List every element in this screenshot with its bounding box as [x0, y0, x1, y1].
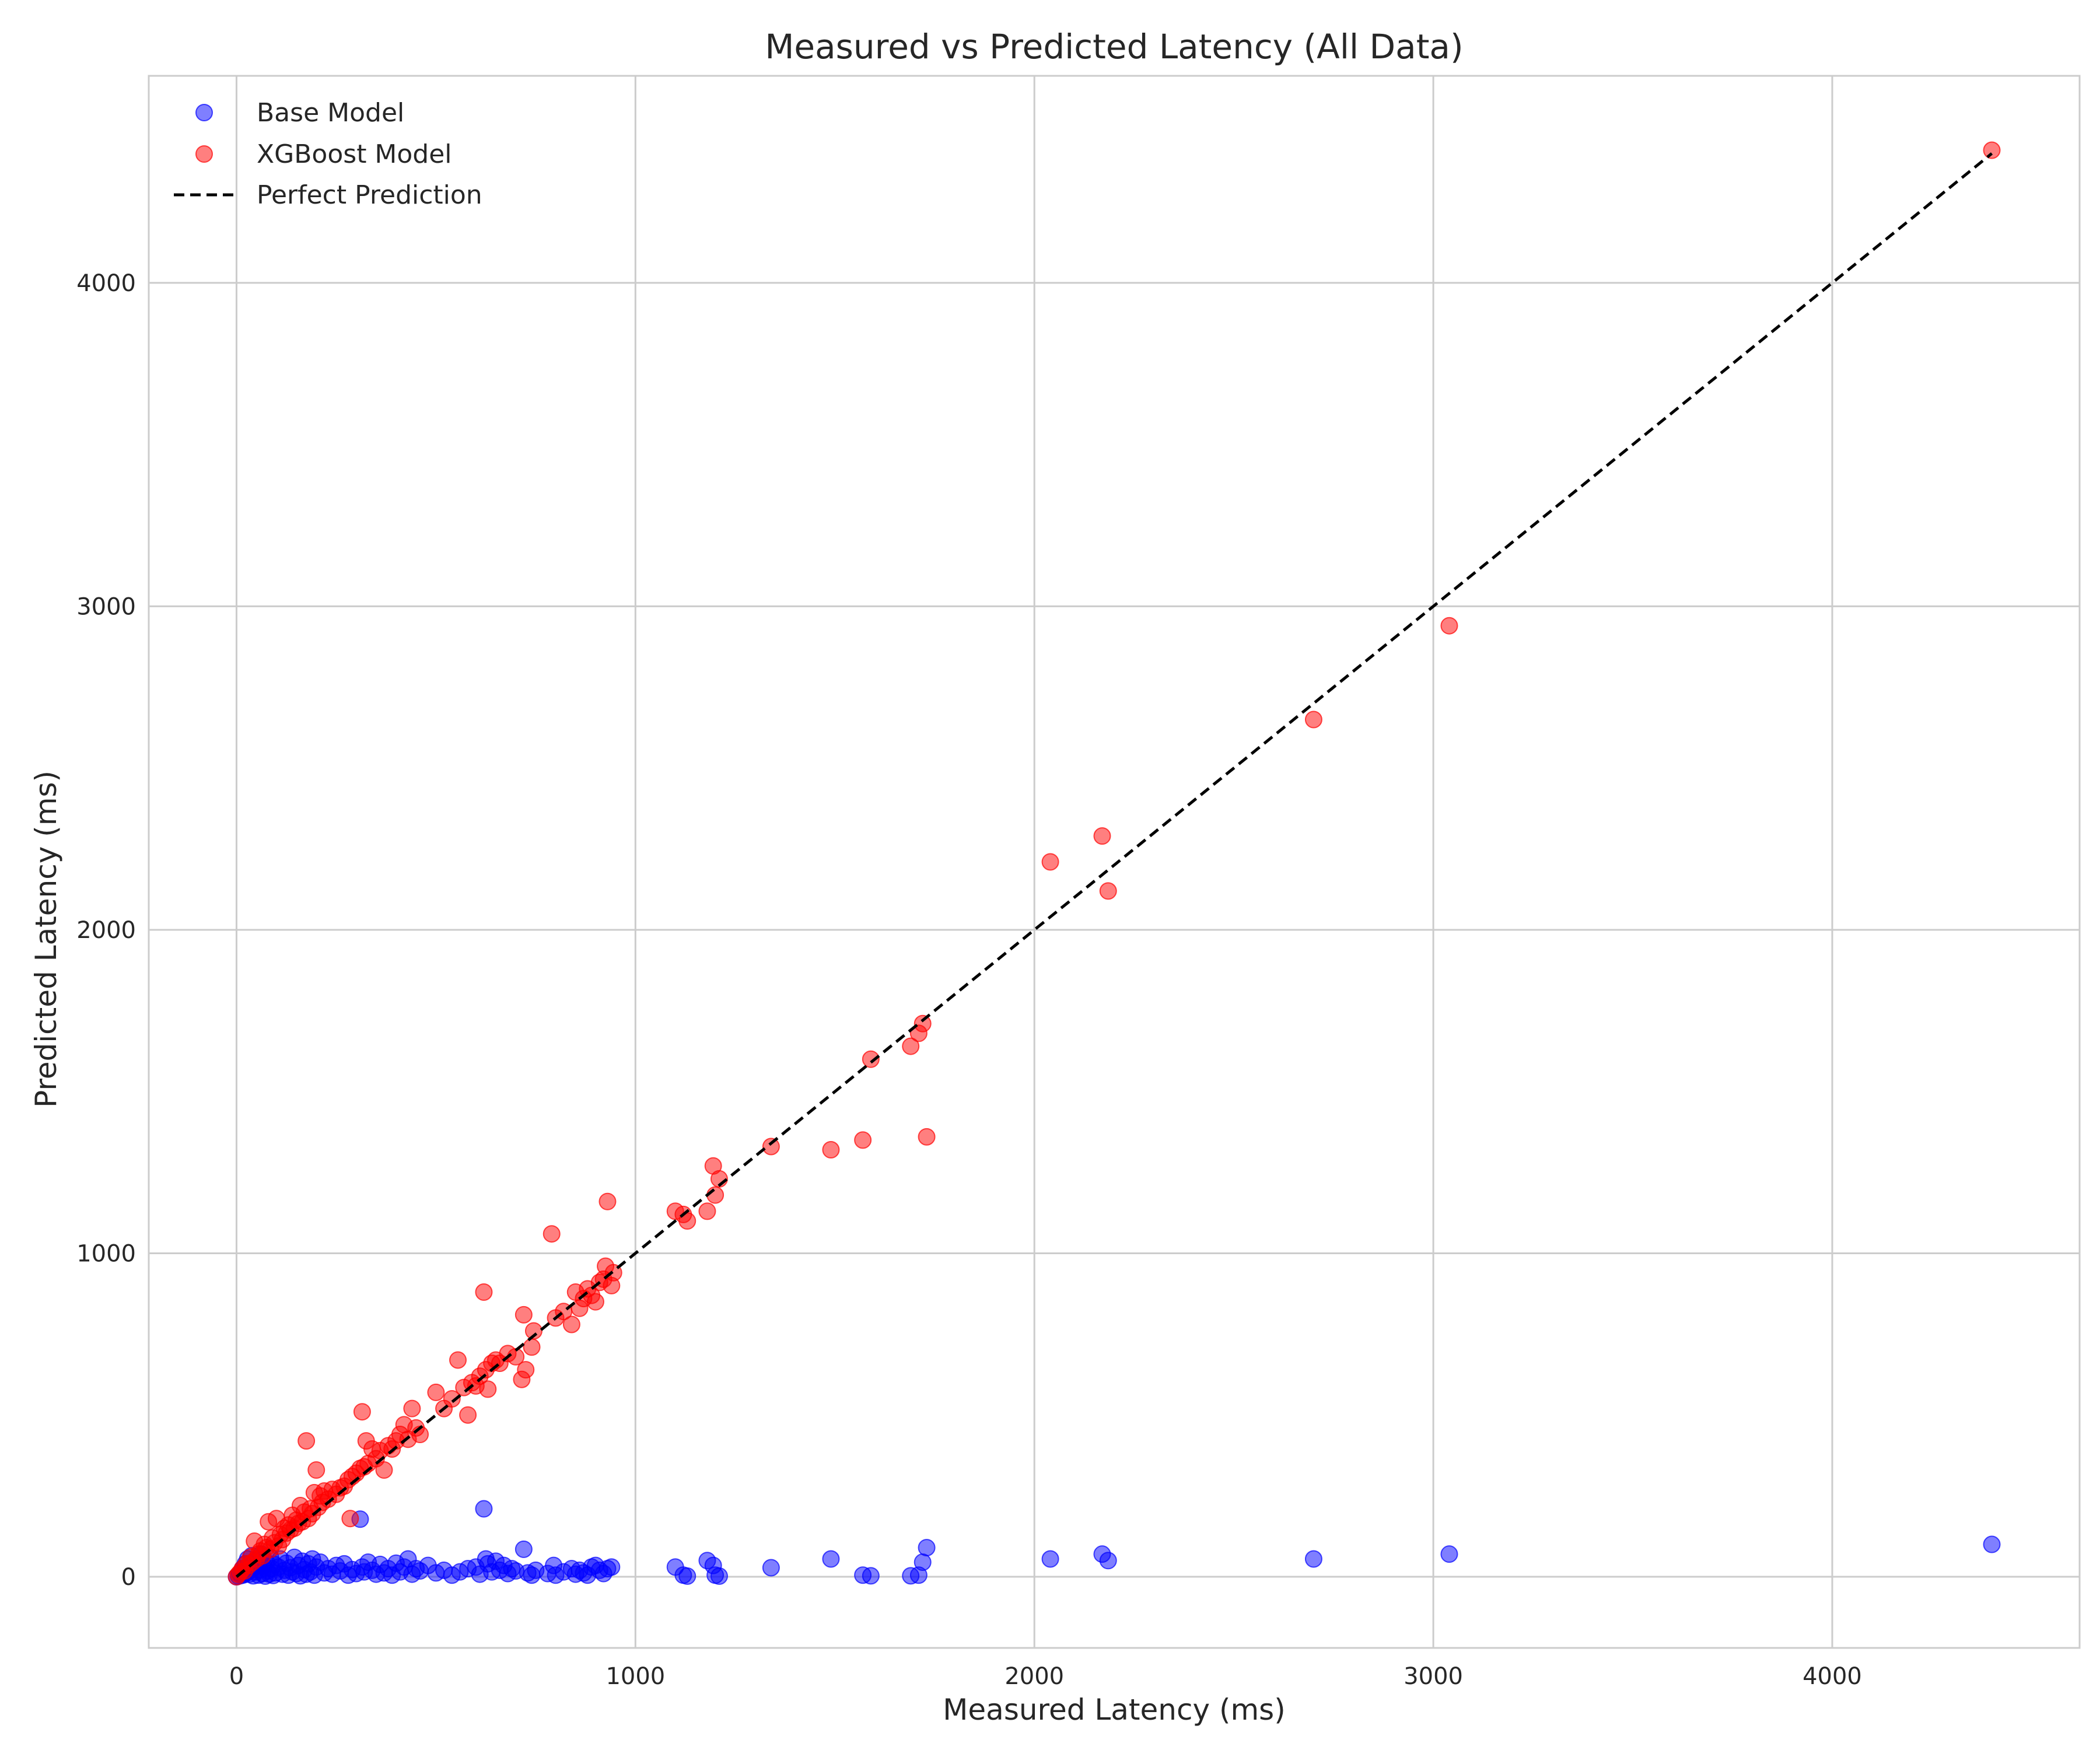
- x-tick-label: 3000: [1404, 1663, 1463, 1690]
- base-model-point: [914, 1553, 932, 1572]
- y-tick-label: 3000: [76, 593, 136, 620]
- legend-marker-base-model: [195, 104, 213, 121]
- y-tick-label: 2000: [76, 917, 136, 944]
- xgboost-model-point: [586, 1293, 604, 1311]
- base-model-point: [762, 1559, 780, 1577]
- base-model-point: [678, 1567, 696, 1585]
- xgboost-model-point: [443, 1390, 461, 1408]
- legend-label-xgboost-model: XGBoost Model: [257, 139, 452, 169]
- base-model-point: [1440, 1545, 1458, 1563]
- y-axis-label: Predicted Latency (ms): [29, 771, 63, 1108]
- xgboost-model-point: [854, 1131, 872, 1149]
- xgboost-model-point: [562, 1315, 580, 1334]
- legend: Base Model XGBoost Model Perfect Predict…: [174, 98, 482, 210]
- xgboost-model-point: [298, 1432, 316, 1450]
- xgboost-model-point: [902, 1037, 920, 1055]
- base-model-point: [710, 1567, 728, 1585]
- x-tick-label: 2000: [1005, 1663, 1064, 1690]
- x-tick-label: 0: [229, 1663, 244, 1690]
- base-model-point: [1099, 1552, 1117, 1570]
- legend-label-perfect-prediction: Perfect Prediction: [257, 180, 482, 210]
- xgboost-model-point: [918, 1128, 936, 1146]
- xgboost-model-point: [914, 1014, 932, 1032]
- xgboost-model-point: [475, 1283, 493, 1301]
- xgboost-model-point: [307, 1461, 326, 1479]
- chart-title: Measured vs Predicted Latency (All Data): [765, 27, 1463, 66]
- base-model-point: [1041, 1550, 1059, 1568]
- base-model-point: [1304, 1550, 1322, 1568]
- xgboost-model-point: [698, 1202, 716, 1220]
- xgboost-model-point: [517, 1361, 535, 1379]
- xgboost-model-point: [1983, 141, 2001, 159]
- x-tick-label: 1000: [606, 1663, 665, 1690]
- xgboost-model-point: [1093, 827, 1111, 845]
- grid: [149, 76, 2080, 1648]
- xgboost-model-point: [449, 1351, 467, 1369]
- xgboost-model-point: [862, 1050, 880, 1068]
- base-model-point: [862, 1567, 880, 1585]
- xgboost-model-point: [459, 1406, 477, 1424]
- axis-ticks: 0 1000 2000 3000 4000 0 1000 2000 3000 4000: [76, 270, 1862, 1690]
- legend-marker-xgboost-model: [195, 145, 213, 163]
- xgboost-model-point: [1041, 853, 1059, 871]
- xgboost-model-point: [427, 1383, 445, 1401]
- xgboost-model-point: [1099, 882, 1117, 900]
- y-tick-label: 1000: [76, 1240, 136, 1267]
- xgboost-model-point: [762, 1138, 780, 1156]
- base-model-point: [475, 1500, 493, 1518]
- xgboost-model-point: [375, 1461, 393, 1479]
- perfect-prediction-line: [235, 152, 1993, 1578]
- x-tick-label: 4000: [1803, 1663, 1862, 1690]
- plot-area-frame: [148, 75, 2081, 1649]
- xgboost-model-point: [403, 1399, 421, 1418]
- xgboost-model-point: [353, 1403, 371, 1421]
- base-model-point: [918, 1539, 936, 1557]
- legend-label-base-model: Base Model: [257, 98, 404, 128]
- base-model-point: [603, 1558, 621, 1576]
- xgboost-model-point: [479, 1380, 497, 1398]
- base-model-point: [514, 1540, 533, 1558]
- xgboost-model-point: [514, 1306, 533, 1324]
- xgboost-model-point: [1440, 617, 1458, 635]
- xgboost-model-point: [822, 1141, 840, 1159]
- xgboost-model-point: [341, 1510, 359, 1528]
- xgboost-model-point: [598, 1192, 617, 1210]
- base-model-point: [822, 1550, 840, 1568]
- x-axis-label: Measured Latency (ms): [943, 1693, 1285, 1727]
- y-tick-label: 0: [121, 1564, 136, 1591]
- xgboost-model-point: [523, 1338, 541, 1356]
- xgboost-model-point: [1304, 710, 1322, 729]
- xgboost-model-point: [542, 1225, 561, 1243]
- y-tick-label: 4000: [76, 270, 136, 297]
- base-model-point: [1983, 1535, 2001, 1553]
